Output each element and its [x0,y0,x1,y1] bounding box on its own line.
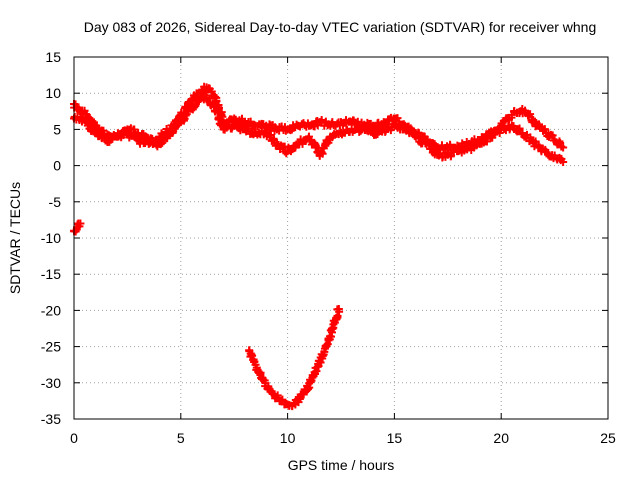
y-tick-label: 10 [45,85,61,101]
data-points [70,82,568,411]
y-tick-label: -25 [41,339,61,355]
x-tick-label: 25 [600,430,616,446]
y-tick-label: -5 [49,194,62,210]
data-point [76,219,85,228]
y-tick-label: -10 [41,230,61,246]
data-point [334,304,343,313]
data-point [210,92,219,101]
y-tick-label: -35 [41,411,61,427]
data-point [559,157,568,166]
data-point [248,351,257,360]
y-tick-label: -20 [41,302,61,318]
grid-lines [74,57,608,419]
data-point [515,124,524,133]
y-tick-label: 0 [53,158,61,174]
series-track-main-b [70,90,568,166]
y-axis-label: SDTVAR / TECUs [7,182,23,294]
y-tick-label: -30 [41,375,61,391]
x-tick-label: 5 [177,430,185,446]
data-point [312,367,321,376]
chart-title: Day 083 of 2026, Sidereal Day-to-day VTE… [84,19,597,35]
data-point [526,110,535,119]
x-tick-label: 10 [280,430,296,446]
data-point [559,143,568,152]
data-point [393,114,402,123]
series-track-left-fragment [70,219,85,236]
plot-frame [73,56,609,420]
x-tick-label: 15 [387,430,403,446]
data-point [156,140,165,149]
data-point [322,341,331,350]
x-axis-label: GPS time / hours [288,457,395,473]
x-tick-label: 20 [493,430,509,446]
data-point [244,124,253,133]
y-tick-label: 15 [45,49,61,65]
y-tick-label: -15 [41,266,61,282]
data-point [278,395,287,404]
data-point [273,391,282,400]
data-point [394,121,403,130]
series-track-lower-arc [245,304,344,411]
data-point [540,125,549,134]
data-point [488,133,497,142]
y-tick-label: 5 [53,121,61,137]
data-point [303,385,312,394]
axis-ticks: 0 5 10 15 20 25 15 10 5 0 -5 -10 -15 -20 -25 -30 -35 [41,49,616,446]
data-point [100,131,109,140]
x-tick-label: 0 [70,430,78,446]
data-point [548,131,557,140]
